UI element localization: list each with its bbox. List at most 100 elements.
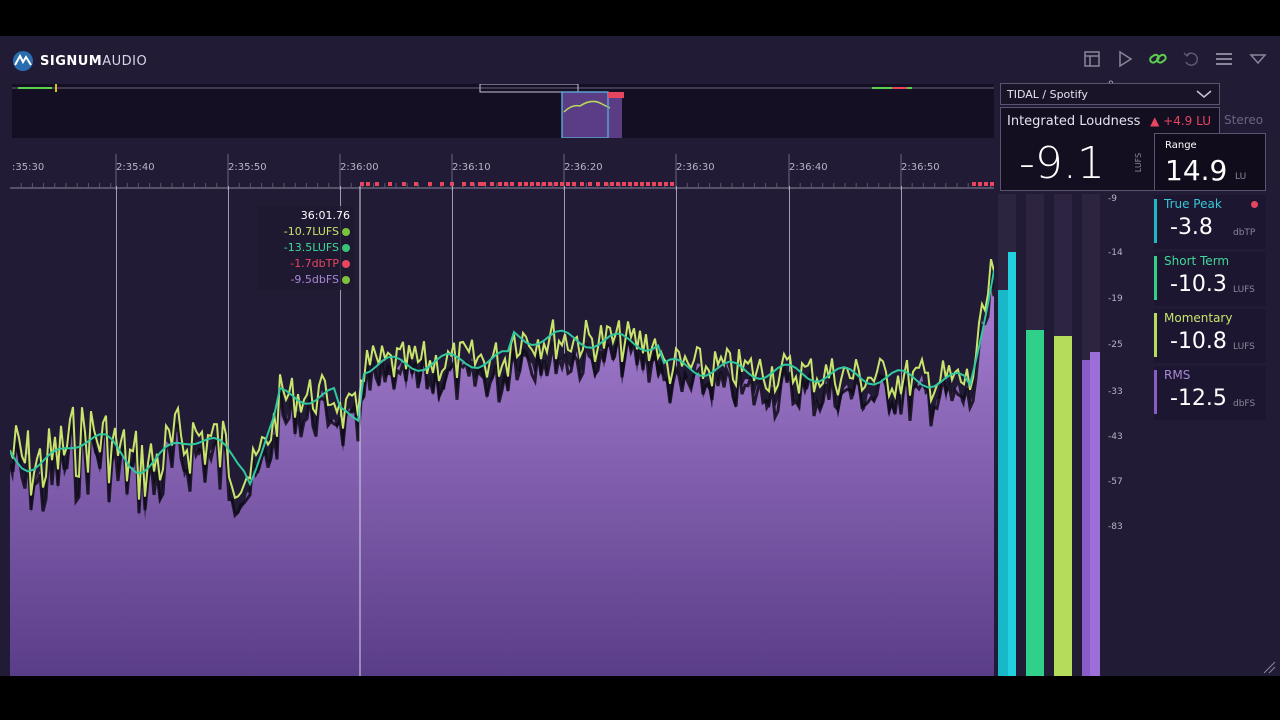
range-unit: LU bbox=[1235, 172, 1247, 182]
true-peak-marker bbox=[490, 182, 494, 186]
true-peak-marker bbox=[450, 182, 454, 186]
resize-grip-icon[interactable] bbox=[1260, 658, 1276, 674]
true-peak-marker bbox=[596, 182, 600, 186]
loudness-history-graph[interactable] bbox=[8, 186, 996, 676]
history-plot bbox=[8, 186, 996, 676]
true-peak-value: -3.8 bbox=[1170, 215, 1213, 240]
brand-logo: SIGNUMAUDIO bbox=[12, 50, 147, 72]
menu-icon[interactable] bbox=[1214, 50, 1234, 68]
true-peak-marker bbox=[554, 182, 558, 186]
true-peak-marker bbox=[616, 182, 620, 186]
momentary-value: -10.8 bbox=[1170, 329, 1227, 354]
true-peak-marker bbox=[604, 182, 608, 186]
true-peak-marker bbox=[510, 182, 514, 186]
link-icon[interactable] bbox=[1148, 50, 1168, 68]
true-peak-marker bbox=[518, 182, 522, 186]
true-peak-marker bbox=[560, 182, 564, 186]
true-peak-marker bbox=[504, 182, 508, 186]
integrated-delta: ▲ +4.9 LU bbox=[1150, 114, 1211, 128]
true-peak-marker bbox=[360, 182, 364, 186]
true-peak-marker bbox=[470, 182, 474, 186]
play-icon[interactable] bbox=[1116, 50, 1134, 68]
true-peak-marker bbox=[990, 182, 994, 186]
tooltip-momentary: -10.7LUFS bbox=[283, 225, 339, 238]
true-peak-marker bbox=[428, 182, 432, 186]
short-term-color-bar bbox=[1154, 256, 1157, 300]
scale-label: -83 bbox=[1108, 522, 1123, 532]
timeline-label: 2:36:10 bbox=[452, 162, 491, 173]
momentary-color-bar bbox=[1154, 313, 1157, 357]
true-peak-color-bar bbox=[1154, 199, 1157, 243]
timeline-label: 2:35:40 bbox=[116, 162, 155, 173]
true-peak-marker bbox=[972, 182, 976, 186]
overview-window[interactable] bbox=[479, 83, 579, 93]
true-peak-marker bbox=[548, 182, 552, 186]
integrated-loudness-value: -9.1 bbox=[1019, 138, 1105, 189]
scale-label: -19 bbox=[1108, 294, 1123, 304]
short-term-panel: Short Term -10.3 LUFS bbox=[1154, 252, 1266, 306]
preset-dropdown[interactable]: TIDAL / Spotify bbox=[1000, 83, 1220, 105]
timeline-ticks bbox=[10, 154, 994, 190]
rms-unit: dbFS bbox=[1233, 399, 1256, 409]
true-peak-marker bbox=[634, 182, 638, 186]
scale-label: -57 bbox=[1108, 477, 1123, 487]
overview-graph bbox=[12, 83, 994, 139]
rms-color-bar bbox=[1154, 370, 1157, 414]
overview-strip[interactable] bbox=[12, 83, 994, 139]
title-bar: SIGNUMAUDIO bbox=[0, 36, 1280, 82]
meter-momentary bbox=[1054, 336, 1072, 676]
tooltip-row: -10.7LUFS bbox=[258, 224, 350, 240]
integrated-loudness-label: Integrated Loudness bbox=[1007, 114, 1141, 129]
momentary-line bbox=[9, 258, 995, 500]
true-peak-marker bbox=[628, 182, 632, 186]
dropdown-icon[interactable] bbox=[1248, 50, 1268, 68]
loudness-meter-app: SIGNUMAUDIO bbox=[0, 36, 1280, 676]
true-peak-marker bbox=[498, 182, 502, 186]
meter-short-term bbox=[1026, 330, 1044, 676]
true-peak-marker bbox=[566, 182, 570, 186]
tooltip-true-peak: -1.7dbTP bbox=[290, 257, 339, 270]
timeline-ruler[interactable]: :35:30 2:35:40 2:35:50 2:36:00 2:36:10 2:36:2… bbox=[10, 140, 994, 190]
true-peak-label: True Peak bbox=[1164, 197, 1222, 211]
true-peak-indicator bbox=[1251, 201, 1258, 208]
rms-value: -12.5 bbox=[1170, 386, 1227, 411]
rms-label: RMS bbox=[1164, 368, 1191, 382]
layout-icon[interactable] bbox=[1084, 50, 1102, 68]
rms-panel: RMS -12.5 dbFS bbox=[1154, 366, 1266, 420]
true-peak-marker bbox=[366, 182, 370, 186]
true-peak-marker bbox=[542, 182, 546, 186]
peak-trace bbox=[8, 274, 996, 519]
short-term-unit: LUFS bbox=[1233, 285, 1255, 295]
meter-true-peak-right bbox=[1008, 252, 1016, 676]
brand-name-bold: SIGNUM bbox=[40, 53, 103, 69]
timeline-label: 2:36:00 bbox=[340, 162, 379, 173]
logo-icon bbox=[13, 51, 33, 71]
range-label: Range bbox=[1165, 140, 1197, 151]
true-peak-marker bbox=[640, 182, 644, 186]
true-peak-marker bbox=[388, 182, 392, 186]
tooltip-rms: -9.5dbFS bbox=[290, 273, 339, 286]
range-value: 14.9 bbox=[1165, 154, 1228, 187]
preset-label: TIDAL / Spotify bbox=[1007, 87, 1088, 101]
undo-icon[interactable] bbox=[1182, 50, 1200, 68]
tooltip-row: -1.7dbTP bbox=[258, 256, 350, 272]
level-meters bbox=[996, 194, 1106, 676]
true-peak-marker bbox=[530, 182, 534, 186]
integrated-loudness-panel: Integrated Loudness ▲ +4.9 LU -9.1 LUFS bbox=[1000, 107, 1220, 191]
timeline-label: 2:36:20 bbox=[564, 162, 603, 173]
scale-label: -9 bbox=[1108, 194, 1117, 204]
channel-mode[interactable]: Stereo bbox=[1224, 113, 1264, 127]
scale-label: -25 bbox=[1108, 340, 1123, 350]
timeline-label: 2:36:40 bbox=[789, 162, 828, 173]
scale-label: -33 bbox=[1108, 387, 1123, 397]
tooltip-short-term: -13.5LUFS bbox=[283, 241, 339, 254]
timeline-label: 2:35:50 bbox=[228, 162, 267, 173]
status-dot bbox=[342, 276, 350, 284]
timeline-label: :35:30 bbox=[12, 162, 45, 173]
loudness-range-panel: Range 14.9 LU bbox=[1154, 133, 1266, 191]
true-peak-marker bbox=[984, 182, 988, 186]
status-dot bbox=[342, 228, 350, 236]
true-peak-marker bbox=[978, 182, 982, 186]
true-peak-marker bbox=[646, 182, 650, 186]
true-peak-marker bbox=[478, 182, 482, 186]
